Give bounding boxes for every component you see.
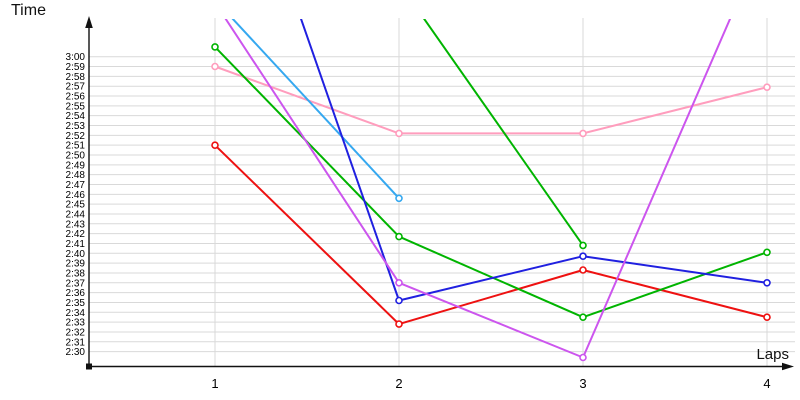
data-point-pink-lap1 — [211, 62, 219, 71]
series-magenta — [224, 19, 732, 362]
y-tick-label: 2:37 — [66, 278, 86, 289]
y-tick-label: 2:44 — [66, 209, 86, 220]
y-tick-label: 2:31 — [66, 337, 86, 348]
y-axis-title: Time — [11, 2, 46, 19]
series-light-blue — [231, 19, 403, 203]
series-line-light-blue — [231, 19, 400, 199]
y-tick-label: 2:41 — [66, 239, 86, 250]
data-point-green-lap1 — [211, 43, 219, 51]
series-green-partial — [423, 19, 587, 250]
data-point-magenta-lap2 — [395, 278, 403, 287]
y-tick-label: 2:53 — [66, 121, 86, 132]
y-tick-label: 2:39 — [66, 259, 86, 270]
y-tick-label: 2:57 — [66, 82, 86, 93]
y-tick-label: 2:51 — [66, 141, 86, 152]
y-tick-label: 2:38 — [66, 268, 86, 279]
series-line-green — [214, 46, 768, 319]
y-tick-label: 2:52 — [66, 131, 86, 142]
x-tick-label: 3 — [579, 376, 586, 391]
gridlines — [89, 18, 795, 367]
y-tick-label: 2:56 — [66, 92, 86, 103]
y-tick-label: 2:36 — [66, 288, 86, 299]
series-blue — [300, 19, 771, 305]
series-line-green-partial — [423, 19, 584, 246]
data-point-green-lap4 — [763, 248, 771, 257]
y-tick-label: 2:59 — [66, 62, 86, 73]
y-tick-label: 2:40 — [66, 249, 86, 260]
y-tick-label: 2:42 — [66, 229, 86, 240]
y-tick-label: 2:35 — [66, 298, 86, 309]
data-point-pink-lap2 — [395, 129, 403, 138]
y-tick-label: 2:43 — [66, 219, 86, 230]
data-point-pink-lap3 — [579, 129, 587, 138]
data-point-red-lap2 — [395, 320, 403, 328]
tick-labels: 3:002:592:582:572:562:552:542:532:522:51… — [66, 52, 771, 391]
y-tick-label: 2:34 — [66, 308, 86, 319]
x-axis-arrow-icon — [782, 362, 794, 371]
data-point-red-lap4 — [763, 313, 771, 322]
x-tick-label: 1 — [211, 376, 218, 391]
x-tick-label: 4 — [763, 376, 770, 391]
y-tick-label: 2:54 — [66, 111, 86, 122]
y-tick-label: 3:00 — [66, 52, 86, 63]
origin-marker — [86, 363, 92, 370]
data-point-green-lap3 — [579, 313, 587, 322]
data-point-green-lap2 — [395, 232, 403, 241]
data-point-blue-lap2 — [395, 296, 403, 305]
y-tick-label: 2:32 — [66, 327, 86, 338]
y-axis-arrow-icon — [85, 16, 93, 28]
y-tick-label: 2:58 — [66, 72, 86, 83]
data-point-red-lap3 — [579, 266, 587, 274]
data-point-magenta-lap3 — [579, 353, 587, 362]
data-point-light-blue-lap2 — [395, 194, 403, 203]
series-line-red — [214, 144, 768, 326]
y-tick-label: 2:49 — [66, 160, 86, 171]
series-line-blue — [300, 19, 768, 302]
series-group — [211, 19, 771, 362]
data-point-green-partial-lap3 — [579, 241, 587, 250]
y-tick-label: 2:45 — [66, 200, 86, 211]
y-tick-label: 2:30 — [66, 347, 86, 358]
series-line-magenta — [224, 19, 732, 359]
x-tick-label: 2 — [395, 376, 402, 391]
y-tick-label: 2:55 — [66, 101, 86, 112]
data-point-blue-lap3 — [579, 252, 587, 261]
data-point-pink-lap4 — [763, 83, 771, 91]
x-axis-title: Laps — [756, 346, 789, 363]
y-tick-label: 2:50 — [66, 151, 86, 162]
data-point-blue-lap4 — [763, 278, 771, 287]
y-tick-label: 2:48 — [66, 170, 86, 181]
y-tick-label: 2:47 — [66, 180, 86, 191]
data-point-red-lap1 — [211, 141, 219, 149]
y-tick-label: 2:33 — [66, 318, 86, 329]
y-tick-label: 2:46 — [66, 190, 86, 201]
axes — [85, 16, 794, 371]
series-red — [211, 141, 771, 328]
